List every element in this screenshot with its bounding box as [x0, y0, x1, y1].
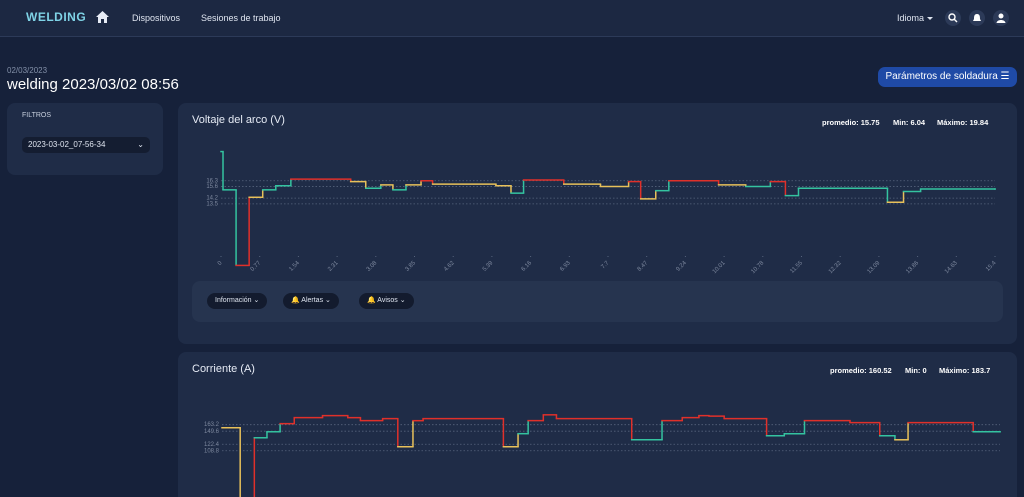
y-tick-label: 14.2: [206, 196, 218, 202]
notifications-button[interactable]: [969, 10, 985, 26]
x-tick-label: 2.31: [327, 260, 340, 273]
session-date: 02/03/2023: [7, 66, 48, 75]
button-label: Parámetros de soldadura: [885, 71, 998, 82]
stat: promedio: 15.75: [822, 118, 880, 127]
y-tick-label: 108.8: [204, 448, 220, 454]
chart-title: Corriente (A): [192, 363, 255, 375]
filter-pill[interactable]: 🔔 Avisos ⌄: [359, 293, 414, 309]
x-tick-label: 6.93: [559, 260, 572, 273]
filters-title: FILTROS: [22, 112, 52, 119]
x-tick-label: 0: [217, 260, 224, 267]
stat: promedio: 160.52: [830, 366, 892, 375]
session-select[interactable]: 2023-03-02_07-56-34 ⌄: [22, 137, 150, 153]
stat: Min: 0: [905, 366, 927, 375]
x-tick-label: 10.78: [750, 260, 765, 275]
stat: Máximo: 183.7: [939, 366, 991, 375]
y-tick-label: 16.3: [206, 178, 218, 184]
y-tick-label: 15.6: [206, 184, 218, 190]
search-button[interactable]: [945, 10, 961, 26]
chart-title: Voltaje del arco (V): [192, 114, 285, 126]
filter-pill[interactable]: 🔔 Alertas ⌄: [283, 293, 339, 309]
language-menu[interactable]: Idioma: [897, 13, 925, 23]
x-tick-label: 4.62: [443, 260, 456, 273]
x-tick-label: 15.4: [985, 260, 998, 273]
filter-pill[interactable]: Información ⌄: [207, 293, 268, 309]
x-tick-label: 13.86: [905, 260, 920, 275]
select-value: 2023-03-02_07-56-34: [28, 140, 106, 149]
x-tick-label: 10.01: [712, 260, 727, 275]
logo[interactable]: WELDING: [26, 10, 87, 24]
x-tick-label: 11.55: [789, 260, 804, 275]
x-tick-label: 6.16: [521, 260, 534, 273]
nav-link[interactable]: Dispositivos: [132, 13, 181, 23]
parameters-button[interactable]: Parámetros de soldadura ☰: [878, 67, 1017, 87]
home-icon[interactable]: [96, 11, 109, 23]
stat: Máximo: 19.84: [937, 118, 989, 127]
pill-label: Avisos: [377, 297, 398, 304]
x-tick-label: 7.7: [600, 260, 611, 271]
pill-label: Alertas: [301, 297, 324, 304]
y-tick-label: 122.4: [204, 442, 220, 448]
x-tick-label: 3.08: [366, 260, 379, 273]
x-tick-label: 9.24: [675, 260, 688, 273]
nav-link[interactable]: Sesiones de trabajo: [201, 13, 281, 23]
x-tick-label: 1.54: [288, 260, 301, 273]
x-tick-label: 14.63: [944, 260, 959, 275]
pill-label: Información: [215, 297, 252, 304]
stat: Min: 6.04: [893, 118, 926, 127]
x-tick-label: 5.39: [482, 260, 495, 273]
x-tick-label: 12.32: [828, 260, 843, 275]
x-tick-label: 13.09: [867, 260, 882, 275]
y-tick-label: 13.5: [206, 201, 218, 207]
y-tick-label: 149.6: [204, 429, 220, 435]
y-tick-label: 163.2: [204, 422, 220, 428]
x-tick-label: 8.47: [637, 260, 650, 273]
caret: [927, 17, 933, 20]
user-button[interactable]: [993, 10, 1009, 26]
x-tick-label: 0.77: [250, 260, 263, 273]
x-tick-label: 3.85: [405, 260, 418, 273]
page-title: welding 2023/03/02 08:56: [7, 76, 179, 93]
navbar: WELDING Dispositivos Sesiones de trabajo…: [0, 0, 1024, 37]
